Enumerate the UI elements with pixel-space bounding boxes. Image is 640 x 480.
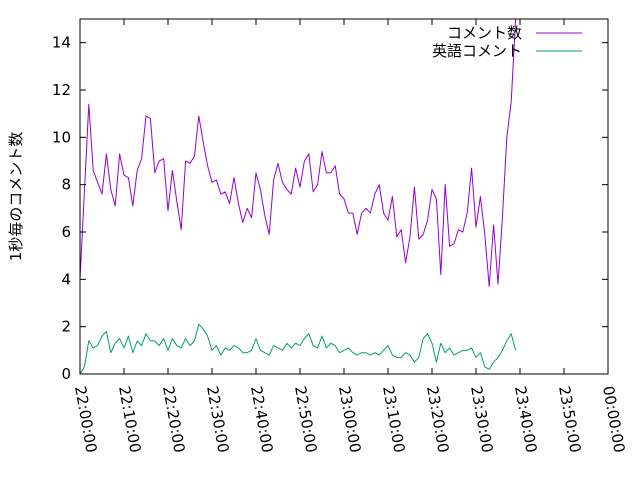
y-tick-label: 4 [61,270,71,288]
x-tick-label: 23:30:00 [467,385,496,454]
x-tick-label: 23:10:00 [379,385,408,454]
y-tick-label: 6 [61,223,71,241]
x-tick-label: 22:30:00 [203,385,232,454]
x-tick-label: 23:50:00 [555,385,584,454]
y-tick-label: 14 [52,34,71,52]
y-tick-label: 10 [52,128,71,146]
series-line-2 [79,323,517,375]
x-tick-label: 22:40:00 [247,385,276,454]
x-tick-labels: 22:00:00 22:10:00 22:20:00 22:30:00 22:40:00… [71,385,628,454]
y-tick-label: 2 [61,318,71,336]
x-tick-label: 22:00:00 [71,385,100,454]
plot-frame [79,18,609,375]
series-line-1 [79,18,517,287]
axis-ticks [79,19,609,375]
x-tick-label: 23:20:00 [423,385,452,454]
x-tick-label: 23:00:00 [335,385,364,454]
x-tick-label: 00:00:00 [599,385,628,454]
y-tick-label: 8 [61,176,71,194]
x-tick-label: 22:50:00 [291,385,320,454]
x-tick-label: 23:40:00 [511,385,540,454]
legend-label: 英語コメント [432,42,522,60]
y-axis-label: 1秒毎のコメント数 [7,132,25,262]
x-tick-label: 22:20:00 [159,385,188,454]
series-lines [79,18,517,375]
legend-label: コメント数 [447,24,522,42]
x-tick-label: 22:10:00 [115,385,144,454]
y-tick-labels: 0 2 4 6 8 10 12 14 [52,34,71,383]
y-tick-label: 12 [52,81,71,99]
y-tick-label: 0 [61,365,71,383]
